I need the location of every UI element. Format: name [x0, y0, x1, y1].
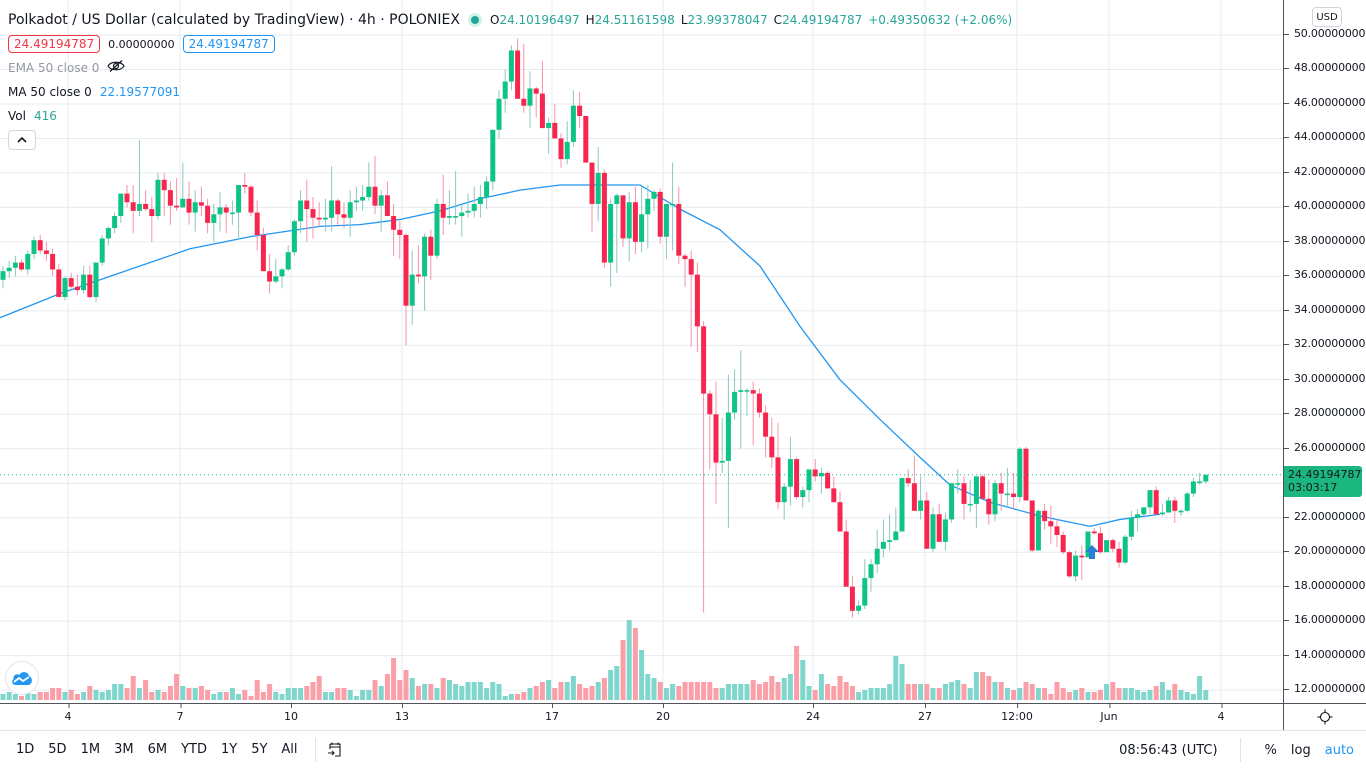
indicator-volume-value: 416 — [33, 109, 57, 123]
ohlc-low: L23.99378047 — [680, 13, 768, 27]
ohlc-close: C24.49194787 — [773, 13, 863, 27]
gear-icon — [1317, 709, 1333, 725]
last-price-value: 24.49194787 — [1288, 468, 1362, 481]
price-tick-label: 34.00000000 — [1283, 302, 1366, 316]
indicator-ma[interactable]: MA 50 close 0 22.19577091 — [8, 80, 1018, 104]
ohlc-open: O24.10196497 — [489, 13, 580, 27]
price-tick-label: 12.00000000 — [1283, 682, 1366, 696]
candlestick-chart[interactable] — [0, 0, 1283, 703]
bottom-toolbar: 1D 5D 1M 3M 6M YTD 1Y 5Y All 08:56:43 (U… — [0, 730, 1366, 768]
currency-button[interactable]: USD — [1312, 7, 1342, 27]
chart-pane[interactable]: Polkadot / US Dollar (calculated by Trad… — [0, 0, 1283, 703]
price-tick-label: 44.00000000 — [1283, 130, 1366, 144]
time-axis[interactable]: 4 7 10 13 17 20 24 27 12:00 Jun 4 — [0, 703, 1283, 730]
price-tick-label: 28.00000000 — [1283, 406, 1366, 420]
time-tick-label: 10 — [284, 704, 298, 723]
spread-value: 0.00000000 — [108, 37, 175, 51]
calendar-goto-icon — [327, 742, 341, 757]
log-scale-toggle[interactable]: log — [1290, 742, 1311, 758]
range-1d-button[interactable]: 1D — [16, 742, 35, 757]
range-6m-button[interactable]: 6M — [147, 742, 168, 757]
cloud-logo-icon — [12, 672, 32, 685]
buy-price-box[interactable]: 24.49194787 — [182, 35, 275, 53]
percent-scale-toggle[interactable]: % — [1264, 742, 1277, 758]
tradingview-logo[interactable] — [5, 661, 39, 695]
chart-settings-button[interactable] — [1283, 703, 1366, 730]
chevron-up-icon — [17, 137, 27, 143]
price-tick-label: 20.00000000 — [1283, 544, 1366, 558]
time-tick-label: 12:00 — [1001, 704, 1033, 723]
buy-signal-arrow-icon — [1085, 545, 1099, 559]
go-to-date-button[interactable] — [326, 741, 344, 759]
indicator-ema-label: EMA 50 close 0 — [8, 61, 100, 75]
bid-ask-row: 24.49194787 0.00000000 24.49194787 — [8, 32, 1018, 56]
price-tick-label: 48.00000000 — [1283, 61, 1366, 75]
price-tick-label: 30.00000000 — [1283, 371, 1366, 385]
price-tick-label: 32.00000000 — [1283, 337, 1366, 351]
price-tick-label: 50.00000000 — [1283, 27, 1366, 40]
toolbar-divider — [1239, 738, 1241, 762]
ohlc-change: +0.49350632 (+2.06%) — [868, 13, 1013, 27]
price-tick-label: 42.00000000 — [1283, 164, 1366, 178]
range-ytd-button[interactable]: YTD — [181, 742, 207, 757]
utc-clock[interactable]: 08:56:43 (UTC) — [1119, 742, 1218, 758]
time-tick-label: 27 — [918, 704, 932, 723]
market-open-status-icon[interactable] — [467, 13, 482, 27]
ohlc-high: H24.51161598 — [585, 13, 675, 27]
eye-off-icon[interactable] — [107, 59, 126, 77]
price-axis[interactable]: USD 50.00000000 48.00000000 46.00000000 44.… — [1283, 0, 1366, 703]
chart-legend: Polkadot / US Dollar (calculated by Trad… — [8, 8, 1018, 150]
range-5y-button[interactable]: 5Y — [251, 742, 268, 757]
range-5d-button[interactable]: 5D — [48, 742, 67, 757]
price-tick-label: 36.00000000 — [1283, 268, 1366, 282]
time-tick-label: 7 — [176, 704, 184, 723]
time-tick-label: Jun — [1100, 704, 1118, 723]
time-tick-label: 24 — [806, 704, 820, 723]
price-tick-label: 40.00000000 — [1283, 199, 1366, 213]
price-tick-label: 14.00000000 — [1283, 647, 1366, 661]
toolbar-divider — [314, 737, 316, 762]
price-tick-label: 22.00000000 — [1283, 509, 1366, 523]
bottom-right-controls: 08:56:43 (UTC) % log auto — [1119, 731, 1354, 768]
last-price-label: 24.49194787 03:03:17 — [1284, 466, 1362, 497]
range-1y-button[interactable]: 1Y — [220, 742, 238, 757]
time-tick-label: 4 — [1217, 704, 1225, 723]
range-1m-button[interactable]: 1M — [80, 742, 101, 757]
indicator-ema[interactable]: EMA 50 close 0 — [8, 56, 1018, 80]
bar-countdown: 03:03:17 — [1288, 481, 1338, 494]
price-tick-label: 46.00000000 — [1283, 95, 1366, 109]
indicator-volume-label: Vol — [8, 109, 26, 123]
time-tick-label: 4 — [64, 704, 72, 723]
time-tick-label: 13 — [395, 704, 409, 723]
time-tick-label: 17 — [545, 704, 559, 723]
collapse-legend-button[interactable] — [8, 130, 36, 150]
indicator-ma-label: MA 50 close 0 — [8, 85, 92, 99]
indicator-volume[interactable]: Vol 416 — [8, 104, 1018, 128]
time-tick-label: 20 — [656, 704, 670, 723]
price-tick-label: 16.00000000 — [1283, 613, 1366, 627]
range-all-button[interactable]: All — [281, 742, 298, 757]
price-tick-label: 26.00000000 — [1283, 440, 1366, 454]
price-tick-label: 38.00000000 — [1283, 233, 1366, 247]
price-tick-label: 18.00000000 — [1283, 578, 1366, 592]
sell-price-box[interactable]: 24.49194787 — [8, 35, 101, 53]
indicator-ma-value: 22.19577091 — [99, 85, 180, 99]
legend-title-row: Polkadot / US Dollar (calculated by Trad… — [8, 8, 1018, 32]
symbol-title[interactable]: Polkadot / US Dollar (calculated by Trad… — [8, 12, 460, 28]
range-3m-button[interactable]: 3M — [114, 742, 134, 757]
auto-scale-toggle[interactable]: auto — [1324, 742, 1354, 758]
